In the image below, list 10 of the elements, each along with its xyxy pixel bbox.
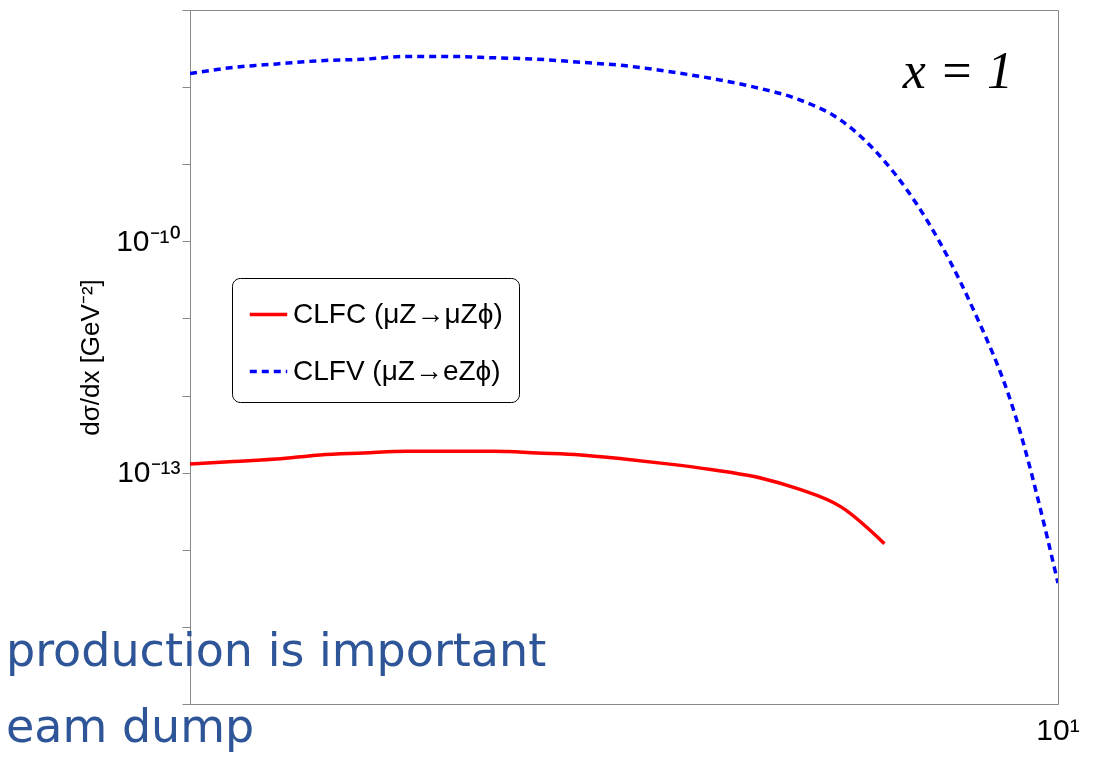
text: 10¹ <box>1036 713 1080 746</box>
y-axis-title: dσ/dx [GeV⁻²] <box>75 279 106 436</box>
legend-label: CLFV (μZ→eZϕ) <box>293 354 501 386</box>
line-series <box>190 449 887 546</box>
annotation: eam dump <box>6 699 255 753</box>
y-tick-label: 10⁻¹⁰ <box>116 223 181 257</box>
y-tick-label: 10⁻¹³ <box>117 455 181 489</box>
annotation: x = 1 <box>901 42 1013 99</box>
legend-label: CLFC (μZ→μZϕ) <box>293 297 503 329</box>
line-series <box>190 54 1058 585</box>
